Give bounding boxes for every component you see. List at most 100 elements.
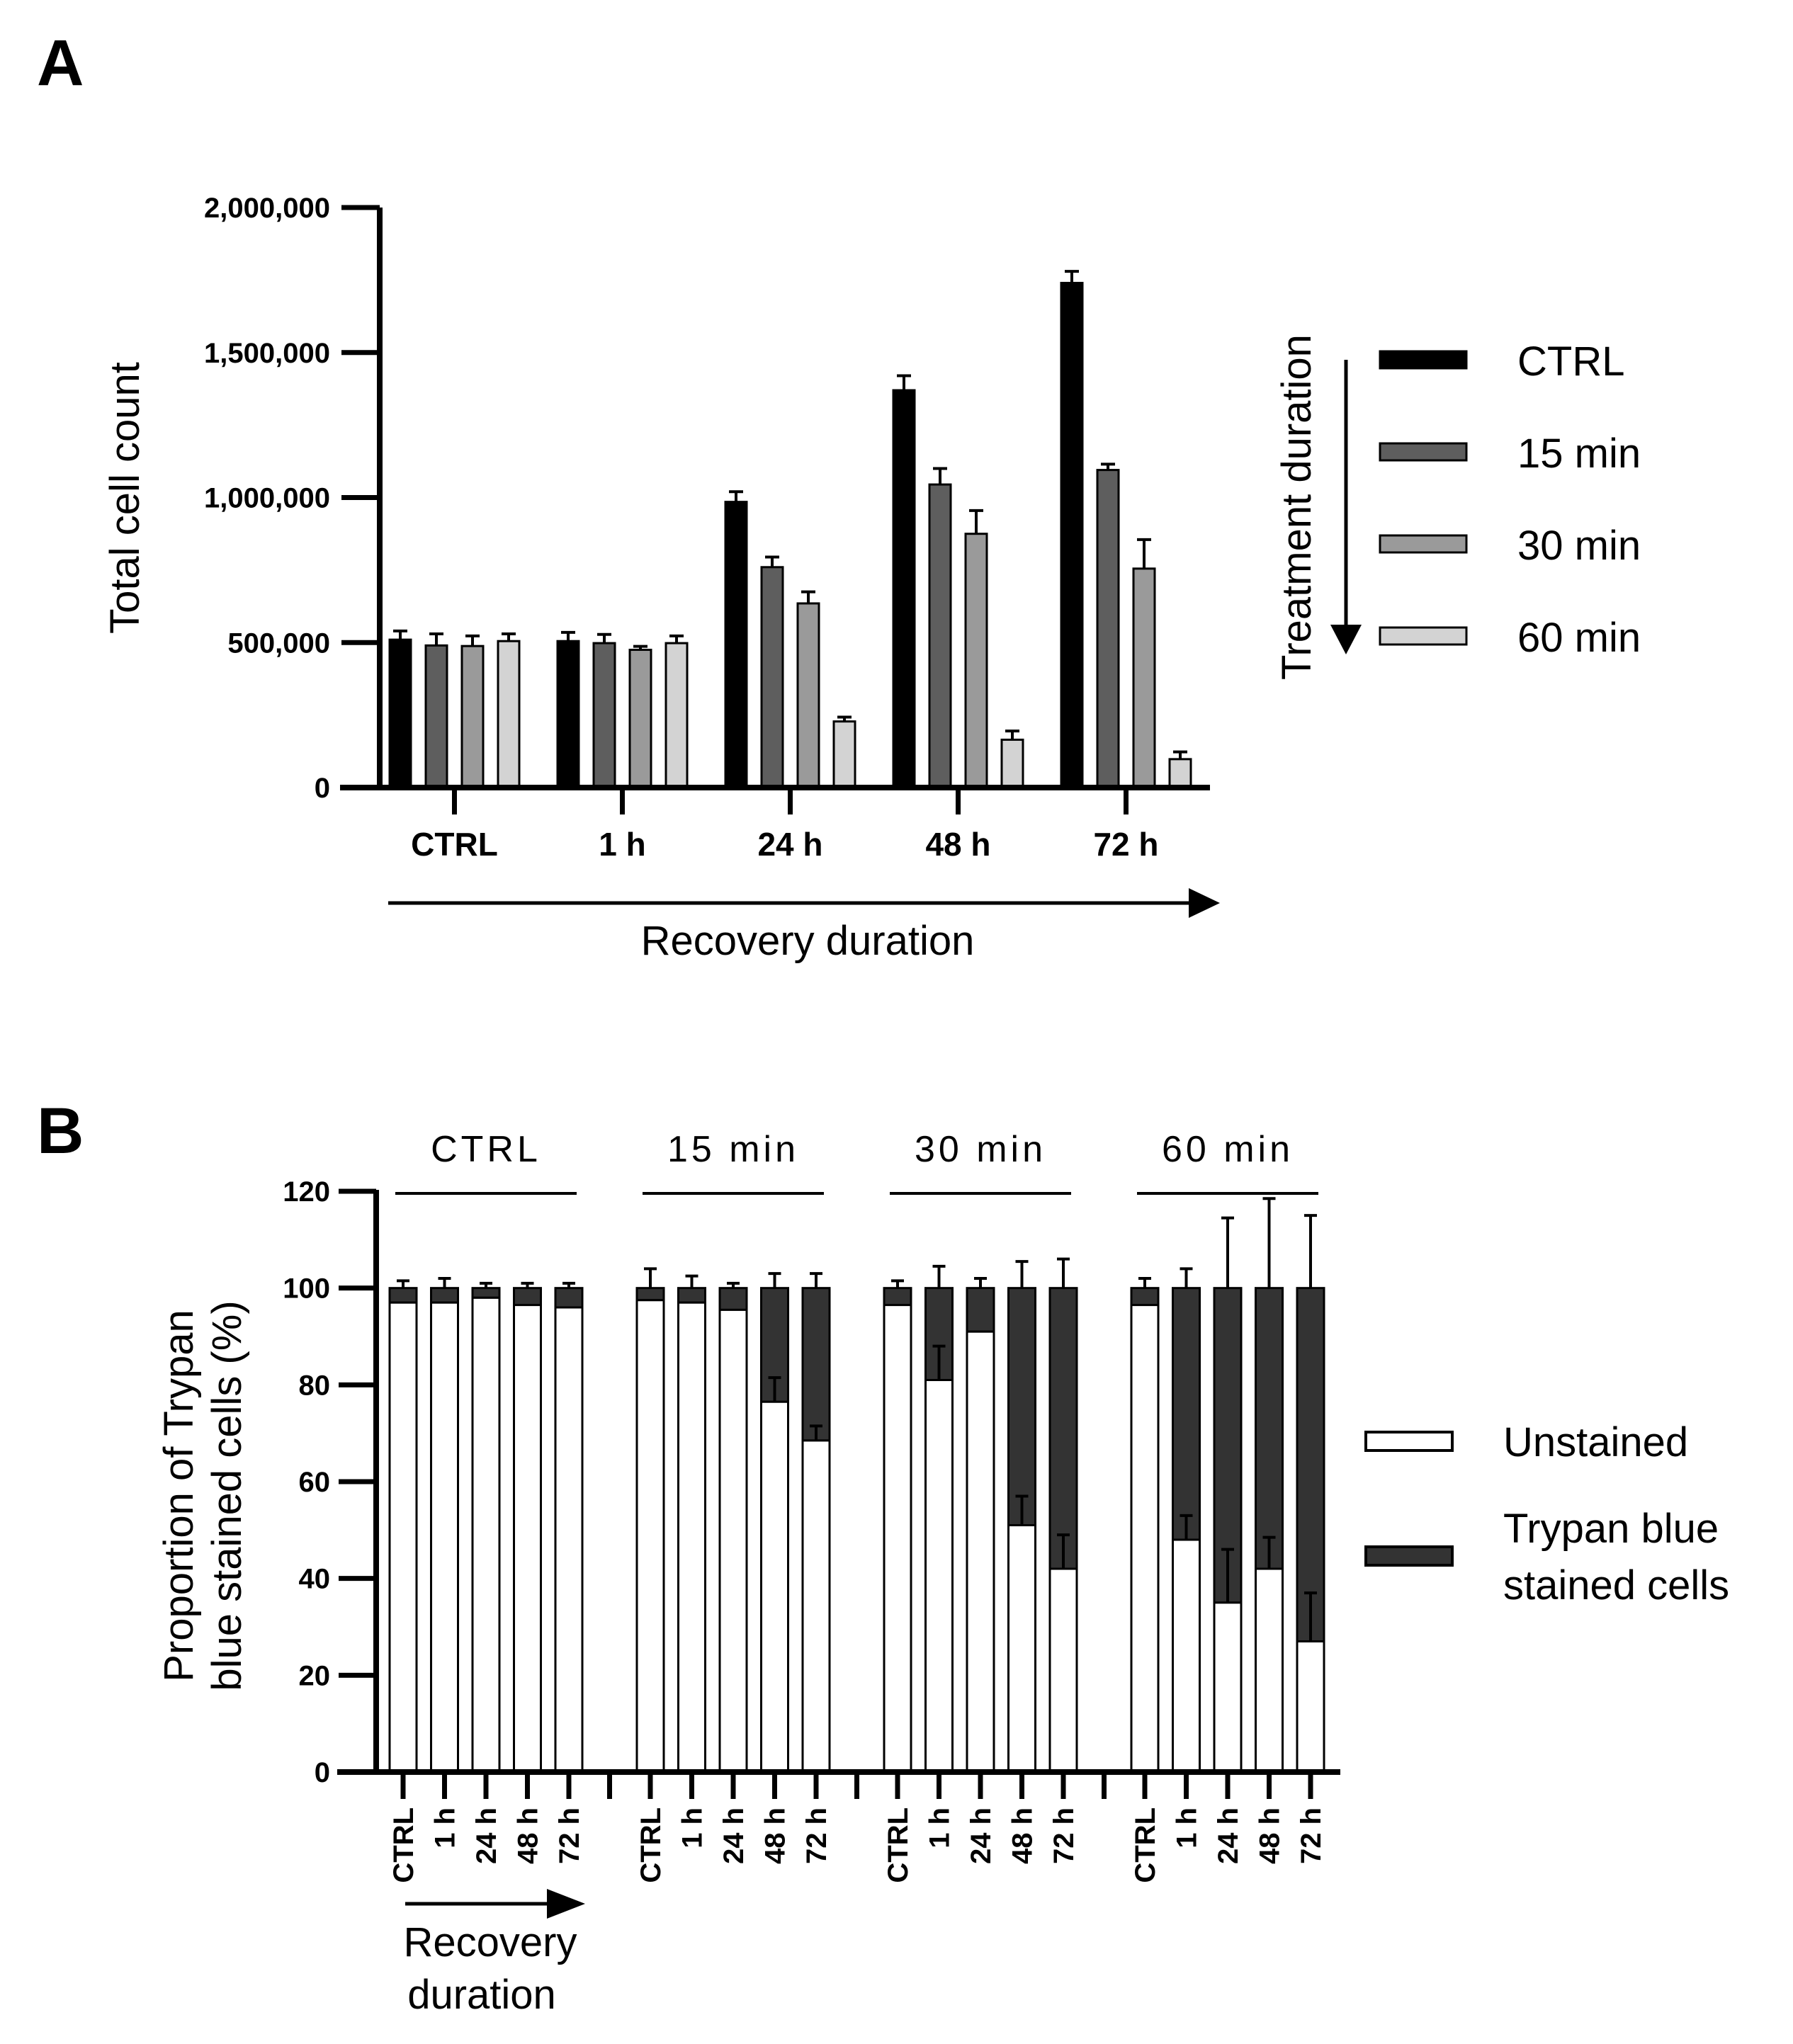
- x-tick-label-b-30-min-1-h: 1 h: [924, 1807, 956, 1849]
- bar-b-unstained-15-min-24-h: [718, 1308, 748, 1773]
- bar-b-unstained-15-min-48-h: [760, 1400, 789, 1773]
- x-tick-label-b-60-min-48-h: 48 h: [1255, 1807, 1286, 1864]
- bar-a-48-h-ctrl: [892, 389, 916, 789]
- bar-b-stained-15-min-1-h: [677, 1287, 706, 1304]
- bar-b-unstained-30-min-24-h: [966, 1330, 995, 1773]
- bar-b-stained-60-min-1-h: [1172, 1287, 1201, 1541]
- bar-a-1-h-ctrl: [556, 640, 580, 789]
- legend-b-swatch-stained: [1364, 1545, 1454, 1567]
- bar-a-ctrl-60-min: [497, 640, 521, 789]
- bar-b-stained-15-min-ctrl: [635, 1287, 665, 1302]
- panel-b-category-labels: CTRL 1 h 24 h 48 h 72 h CTRL 1 h 24 h 48 h 72 h CT…: [388, 1772, 1327, 1883]
- bar-b-stained-60-min-ctrl: [1130, 1287, 1160, 1307]
- bar-a-48-h-15-min: [928, 483, 952, 789]
- legend-a-swatch-ctrl: [1379, 350, 1468, 370]
- legend-b-label-unstained: Unstained: [1503, 1419, 1688, 1465]
- panel-a-bars: [388, 281, 1192, 789]
- bar-a-72-h-15-min: [1096, 469, 1120, 789]
- bar-a-48-h-30-min: [964, 533, 988, 789]
- legend-a-label-30-min: 30 min: [1517, 523, 1641, 569]
- bar-b-unstained-60-min-48-h: [1255, 1567, 1284, 1773]
- x-tick-label-a-72-h: 72 h: [1093, 826, 1158, 863]
- x-tick-label-b-30-min-48-h: 48 h: [1007, 1807, 1039, 1864]
- y-tick-label-b-6: 120: [283, 1176, 330, 1208]
- y-tick-label-a-2: 1,000,000: [204, 483, 330, 514]
- y-tick-label-b-5: 100: [283, 1273, 330, 1305]
- legend-b-label-stained-line2: stained cells: [1503, 1562, 1729, 1608]
- bar-b-unstained-ctrl-72-h: [554, 1306, 584, 1773]
- x-tick-label-a-48-h: 48 h: [925, 826, 990, 863]
- group-label-b-ctrl: CTRL: [431, 1129, 541, 1170]
- x-tick-label-b-60-min-24-h: 24 h: [1213, 1807, 1244, 1864]
- bar-b-stained-60-min-72-h: [1296, 1287, 1325, 1642]
- bar-b-stained-30-min-ctrl: [883, 1287, 912, 1307]
- x-tick-label-a-ctrl: CTRL: [411, 826, 498, 863]
- panel-a-ticks: 0 500,000 1,000,000 1,500,000 2,000,000: [204, 193, 380, 804]
- bar-b-unstained-ctrl-1-h: [430, 1301, 459, 1773]
- y-tick-label-a-1: 500,000: [227, 628, 330, 659]
- panel-b-x-axis-title-line2: duration: [407, 1972, 556, 2018]
- bar-b-unstained-15-min-72-h: [801, 1439, 831, 1773]
- bar-b-unstained-60-min-ctrl: [1130, 1304, 1160, 1773]
- panel-a-recovery-arrowhead: [1189, 888, 1220, 918]
- panel-a-error-bars: [393, 270, 1187, 759]
- bar-b-unstained-30-min-ctrl: [883, 1304, 912, 1773]
- legend-a-swatch-30-min: [1379, 534, 1468, 554]
- bar-b-stained-15-min-24-h: [718, 1287, 748, 1311]
- y-tick-label-b-4: 80: [299, 1370, 331, 1401]
- bar-a-24-h-ctrl: [724, 501, 748, 789]
- x-tick-label-b-15-min-48-h: 48 h: [760, 1807, 791, 1864]
- panel-b-recovery-arrowhead: [547, 1889, 585, 1919]
- panel-a-x-axis-title: Recovery duration: [641, 918, 975, 964]
- bar-a-24-h-30-min: [796, 602, 820, 789]
- bar-b-unstained-30-min-48-h: [1007, 1524, 1036, 1773]
- panel-b-error-bars: [397, 1197, 1317, 1642]
- panel-b-y-axis-title-line1: Proportion of Trypan: [156, 1310, 202, 1682]
- x-tick-label-b-30-min-ctrl: CTRL: [883, 1807, 914, 1883]
- y-tick-label-a-4: 2,000,000: [204, 193, 330, 224]
- panel-b-x-axis-title-line1: Recovery: [404, 1919, 577, 1965]
- bar-a-72-h-30-min: [1132, 567, 1156, 789]
- x-tick-label-b-30-min-72-h: 72 h: [1048, 1807, 1080, 1864]
- x-tick-label-b-ctrl-48-h: 48 h: [513, 1807, 544, 1864]
- legend-b: Unstained Trypan blue stained cells: [1364, 1419, 1729, 1608]
- bar-b-unstained-60-min-72-h: [1296, 1640, 1325, 1773]
- bar-a-1-h-60-min: [664, 642, 689, 789]
- bar-a-72-h-60-min: [1168, 758, 1192, 789]
- x-tick-label-b-60-min-1-h: 1 h: [1172, 1807, 1203, 1849]
- legend-a-title: Treatment duration: [1274, 334, 1320, 680]
- group-label-b-30-min: 30 min: [915, 1129, 1046, 1170]
- bar-a-ctrl-ctrl: [388, 638, 412, 789]
- bar-b-stained-ctrl-ctrl: [388, 1287, 418, 1304]
- bar-a-ctrl-15-min: [424, 644, 448, 789]
- legend-a-arrowhead: [1330, 625, 1362, 654]
- bar-b-stained-ctrl-72-h: [554, 1287, 584, 1309]
- panel-a-category-labels: CTRL 1 h 24 h 48 h 72 h: [411, 788, 1159, 863]
- bar-b-unstained-60-min-1-h: [1172, 1538, 1201, 1773]
- y-tick-label-b-1: 20: [299, 1660, 331, 1691]
- bar-b-stained-30-min-24-h: [966, 1287, 995, 1333]
- y-tick-label-b-3: 60: [299, 1467, 331, 1498]
- x-tick-label-b-ctrl-ctrl: CTRL: [388, 1807, 419, 1883]
- y-tick-label-b-2: 40: [299, 1564, 331, 1595]
- x-tick-label-a-1-h: 1 h: [599, 826, 645, 863]
- x-tick-label-b-ctrl-24-h: 24 h: [471, 1807, 502, 1864]
- x-tick-label-b-60-min-ctrl: CTRL: [1130, 1807, 1161, 1883]
- bar-b-stained-30-min-72-h: [1048, 1287, 1078, 1570]
- x-tick-label-b-60-min-72-h: 72 h: [1296, 1807, 1327, 1864]
- panel-a-y-axis-title: Total cell count: [102, 362, 148, 634]
- x-tick-label-b-15-min-72-h: 72 h: [801, 1807, 832, 1864]
- bar-a-24-h-15-min: [760, 566, 784, 789]
- x-tick-label-b-30-min-24-h: 24 h: [966, 1807, 997, 1864]
- legend-a-label-15-min: 15 min: [1517, 431, 1641, 477]
- bar-b-unstained-30-min-72-h: [1048, 1567, 1078, 1773]
- panel-b-ticks: 0 20 40 60 80 100 120: [283, 1176, 376, 1788]
- panel-b-group-labels: CTRL 15 min 30 min 60 min: [395, 1129, 1318, 1195]
- legend-a: CTRL 15 min 30 min 60 min: [1379, 339, 1641, 661]
- bar-a-ctrl-30-min: [460, 645, 485, 789]
- legend-a-swatch-15-min: [1379, 442, 1468, 462]
- panel-b-y-axis-title-line2: blue stained cells (%): [204, 1300, 250, 1691]
- legend-b-swatch-unstained: [1364, 1431, 1454, 1452]
- y-tick-label-b-0: 0: [315, 1757, 330, 1788]
- bar-a-24-h-60-min: [832, 720, 856, 789]
